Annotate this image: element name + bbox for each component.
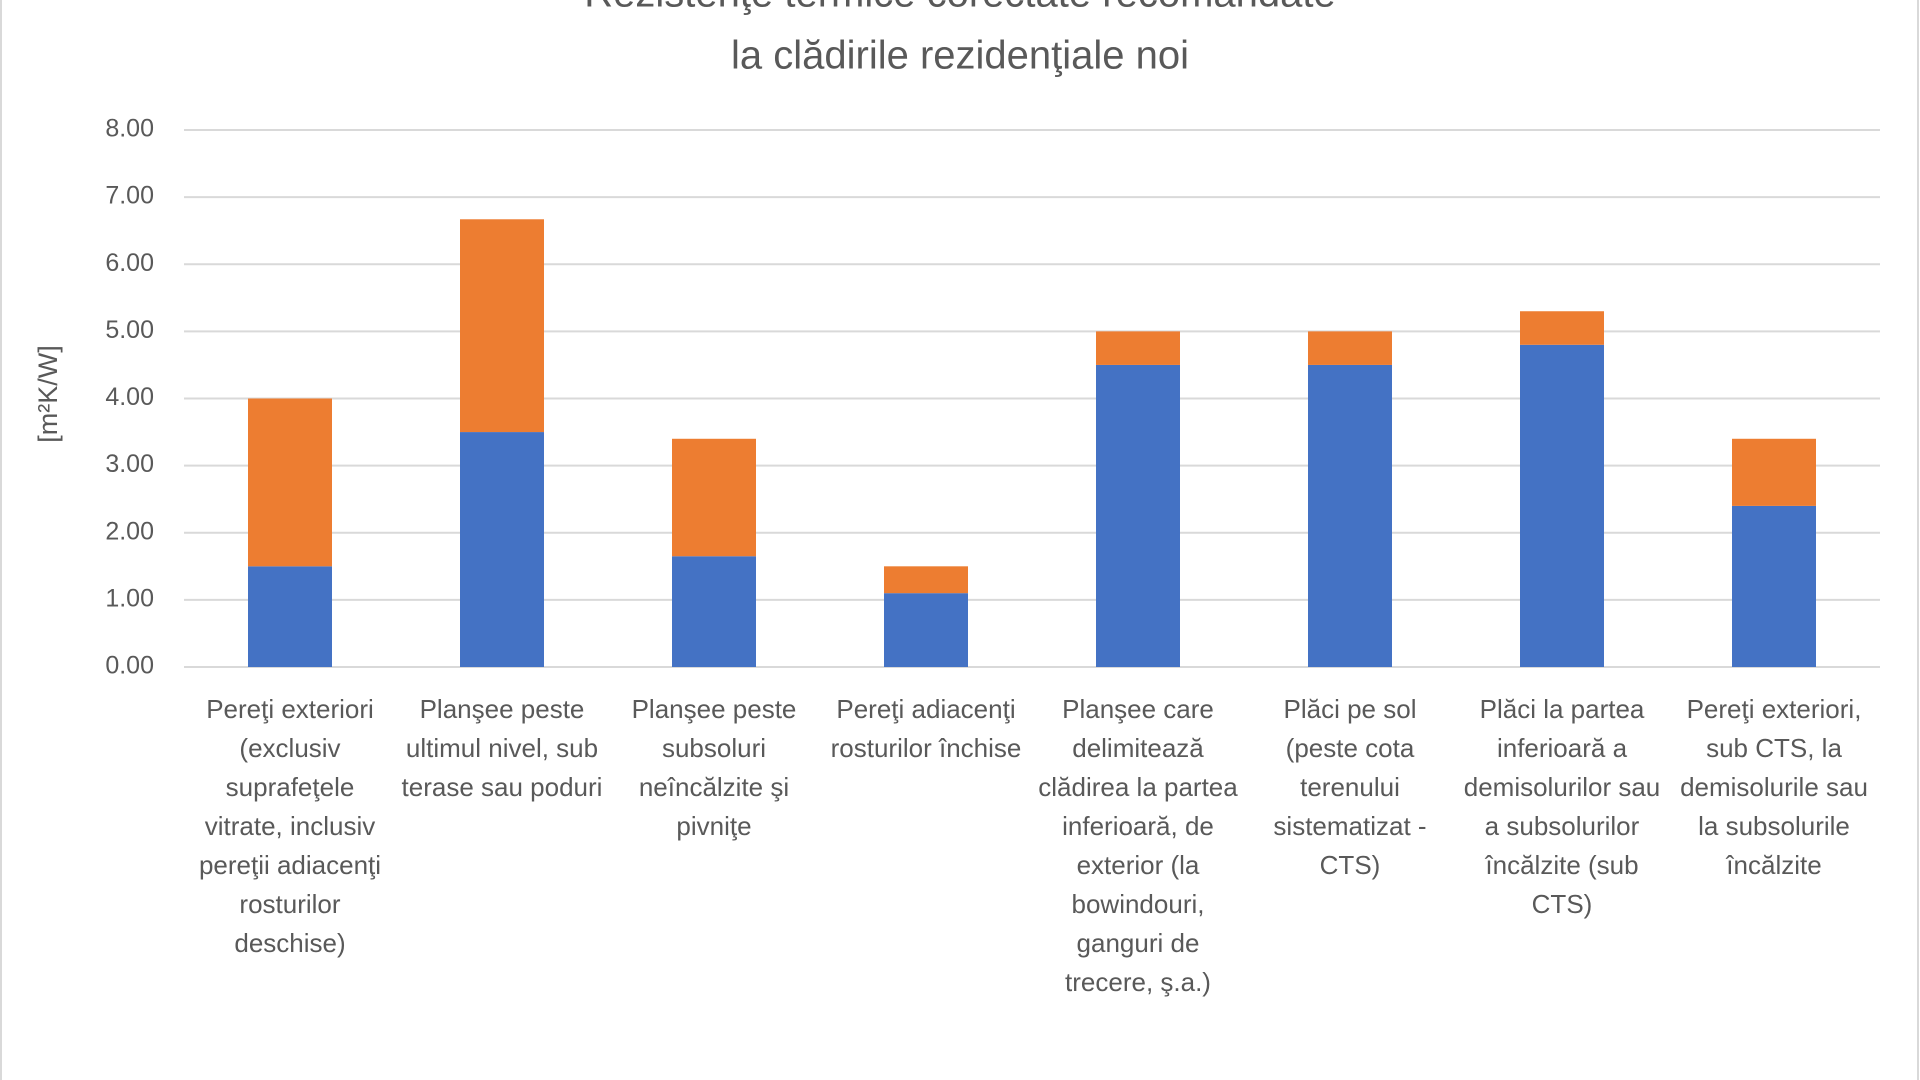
x-tick-label: Plăci pe sol (peste cota terenului siste… [1273,694,1427,880]
y-tick-label: 6.00 [105,249,154,277]
y-tick-label: 1.00 [105,584,154,612]
chart-subtitle: la clădirile rezidenţiale noi [731,34,1189,78]
y-tick-label: 0.00 [105,652,154,680]
x-tick-label: Planşee care delimitează clădirea la par… [1038,694,1238,997]
bar-segment [672,438,756,557]
bar-segment [672,556,756,667]
y-tick-label: 3.00 [105,450,154,478]
bar-segment [1732,505,1816,667]
y-axis-label: [m²K/W] [33,345,63,442]
bar-segment [460,432,544,667]
bar-segment [1308,331,1392,365]
bar-segment [460,219,544,433]
bar-segment [1096,364,1180,667]
x-tick-label: Pereţi exteriori, sub CTS, la demisoluri… [1680,694,1868,880]
bar-segment [248,398,332,567]
bar-segment [1520,311,1604,345]
bar-segment [884,566,968,594]
x-tick-label: Pereţi adiacenţi rosturilor închise [830,694,1022,763]
chart-title: Rezistenţe termice corectate recomandate [584,0,1335,16]
x-tick-label: Planşee peste subsoluri neîncălzite şi p… [631,694,797,841]
x-tick-label: Pereţi exteriori (exclusiv suprafeţele v… [198,694,382,958]
y-tick-label: 2.00 [105,517,154,545]
grid: 0.00 1.00 2.00 3.00 4.00 5.00 6.00 7.00 8.00 [105,115,1880,680]
bars [248,219,1816,667]
x-tick-label: Planşee peste ultimul nivel, sub terase … [401,694,603,802]
y-tick-label: 8.00 [105,115,154,143]
y-tick-label: 7.00 [105,182,154,210]
y-tick-label: 5.00 [105,316,154,344]
bar-segment [884,593,968,667]
bar-segment [1520,344,1604,667]
bar-segment [248,566,332,667]
bar-segment [1308,364,1392,667]
bar-segment [1732,438,1816,506]
y-tick-label: 4.00 [105,383,154,411]
x-tick-label: Plăci la partea inferioară a demisoluril… [1463,694,1661,919]
bar-segment [1096,331,1180,365]
